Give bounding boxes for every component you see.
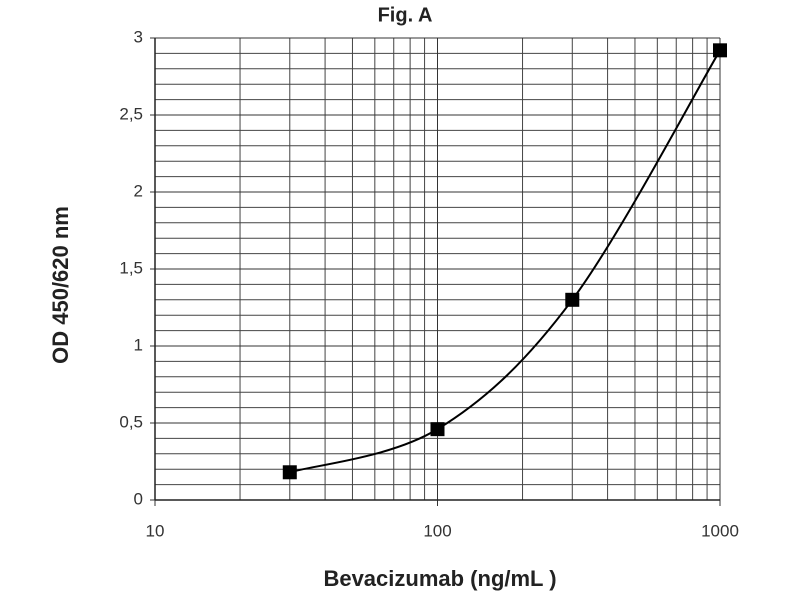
marker [565,292,580,307]
y-tick-label: 1 [134,335,143,354]
x-axis-label: Bevacizumab (ng/mL ) [323,566,556,591]
line [289,49,721,474]
y-tick-label: 3 [134,27,143,46]
chart-title: Fig. A [378,4,433,26]
y-tick-label: 0 [134,489,143,508]
x-tick-label: 10 [146,521,165,540]
y-tick-label: 2,5 [119,104,143,123]
x-tick-label: 100 [423,521,451,540]
y-tick-label: 1,5 [119,258,143,277]
y-tick-label: 0,5 [119,412,143,431]
x-tick-label: 1000 [701,521,739,540]
y-tick-label: 2 [134,181,143,200]
marker [713,43,727,58]
y-axis-label: OD 450/620 nm [48,206,73,364]
marker [282,465,297,480]
marker [430,422,445,437]
